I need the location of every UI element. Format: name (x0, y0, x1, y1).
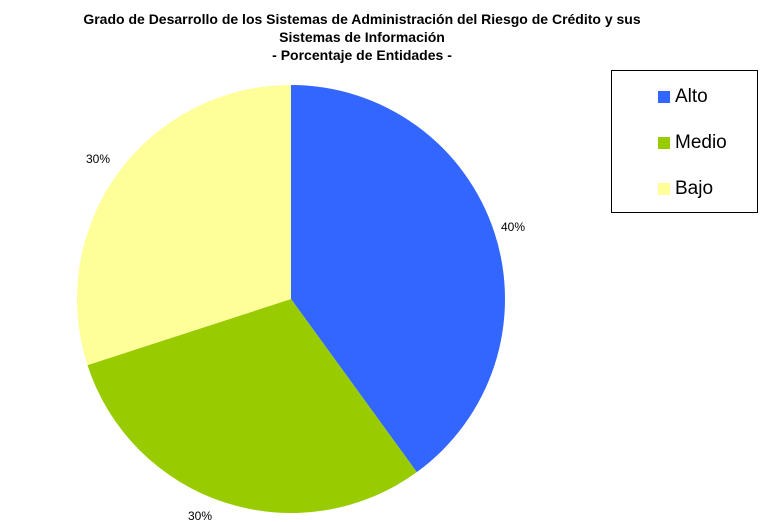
pie-slice-medio (87, 299, 417, 514)
legend-label-bajo: Bajo (675, 178, 714, 199)
legend-swatch-bajo (658, 183, 670, 195)
legend-item-medio: Medio (658, 132, 727, 154)
data-label-medio: 30% (188, 509, 212, 522)
legend-label-alto: Alto (675, 86, 708, 107)
chart-title-line-1: Grado de Desarrollo de los Sistemas de A… (83, 11, 641, 27)
pie-slice-bajo (76, 85, 291, 366)
pie-slice-alto (291, 85, 506, 473)
legend-swatch-alto (658, 91, 670, 103)
legend-item-bajo: Bajo (658, 178, 713, 200)
data-label-bajo: 30% (86, 152, 110, 166)
chart-title: Grado de Desarrollo de los Sistemas de A… (0, 10, 724, 64)
chart-legend: Alto Medio Bajo (611, 70, 758, 213)
legend-label-medio: Medio (675, 132, 727, 153)
chart-title-line-3: - Porcentaje de Entidades - (272, 47, 452, 63)
chart-title-line-2: Sistemas de Información (279, 29, 445, 45)
data-label-alto: 40% (501, 220, 525, 234)
legend-item-alto: Alto (658, 86, 708, 108)
legend-swatch-medio (658, 137, 670, 149)
